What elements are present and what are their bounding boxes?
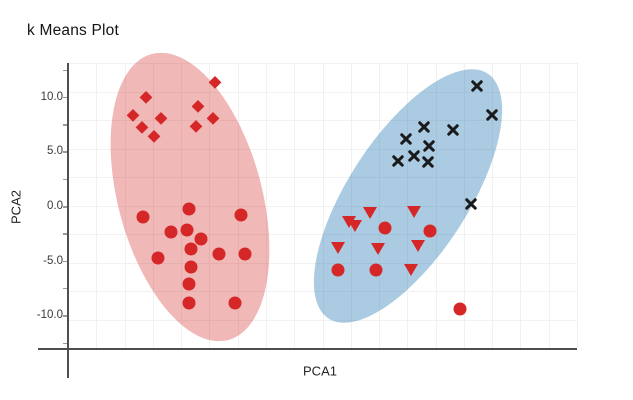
cluster-2-triangles-point <box>330 241 345 254</box>
gridline-vertical <box>96 63 98 348</box>
gridline-vertical <box>152 63 154 348</box>
gridline-vertical <box>322 63 324 348</box>
y-axis-tick <box>63 151 67 153</box>
gridline-vertical <box>181 63 183 348</box>
y-axis-tick <box>63 315 67 317</box>
cluster-1-circles-point <box>182 277 196 291</box>
cluster-1-circles-point <box>184 260 198 274</box>
gridline-vertical <box>350 63 352 348</box>
y-axis-minor-tick <box>63 233 67 235</box>
cluster-1-circles-point <box>180 223 194 237</box>
cluster-2-triangles-point <box>362 206 377 219</box>
y-axis-minor-tick <box>63 178 67 181</box>
cluster-1-circles-point <box>228 296 242 310</box>
y-axis-tick <box>63 96 67 99</box>
gridline-vertical <box>237 63 239 348</box>
cluster-2-crosses-point <box>416 120 431 135</box>
cluster-1-circles-point <box>212 247 226 261</box>
y-axis-line <box>67 63 69 378</box>
gridline-vertical <box>379 63 381 348</box>
gridline-vertical <box>548 63 550 348</box>
cluster-2-crosses-point <box>470 78 485 93</box>
cluster-1-circles-point <box>234 208 248 222</box>
plot-area <box>68 35 578 359</box>
cluster-1-circles-point <box>184 242 198 256</box>
y-tick-label: -5.0 <box>43 254 63 267</box>
cluster-1-circles-point <box>182 296 196 310</box>
cluster-2-circles-point <box>453 302 467 316</box>
cluster-2-crosses-point <box>445 122 460 137</box>
y-axis-minor-tick <box>63 342 67 345</box>
cluster-2-circles-point <box>331 263 345 277</box>
cluster-2-crosses-point <box>484 108 499 123</box>
x-axis-line <box>38 348 577 350</box>
cluster-2-crosses-point <box>420 155 435 170</box>
cluster-2-crosses-point <box>407 148 422 163</box>
gridline-vertical <box>209 63 211 348</box>
y-tick-label: -10.0 <box>36 309 63 322</box>
cluster-2-crosses-point <box>398 132 413 147</box>
cluster-1-circles-point <box>164 225 178 239</box>
cluster-2-triangles-point <box>407 205 422 218</box>
gridline-vertical <box>124 63 126 348</box>
y-tick-label: 0.0 <box>47 200 63 213</box>
cluster-2-triangles-point <box>404 264 419 277</box>
gridline-vertical <box>435 63 437 348</box>
cluster-1-circles-point <box>238 247 252 261</box>
gridline-vertical <box>265 63 267 348</box>
gridline-vertical <box>294 63 296 348</box>
gridline-vertical <box>520 63 522 348</box>
cluster-1-circles-point <box>194 232 208 246</box>
cluster-2-circles-point <box>369 263 383 277</box>
y-axis-minor-tick <box>63 69 67 72</box>
cluster-2-crosses-point <box>390 154 405 169</box>
cluster-1-circles-point <box>151 251 165 265</box>
y-axis-tick <box>63 206 67 208</box>
cluster-2-triangles-point <box>348 219 363 232</box>
gridline-vertical <box>577 63 578 348</box>
cluster-2-triangles-point <box>411 240 426 253</box>
x-axis-label: PCA1 <box>303 363 337 379</box>
chart-title: k Means Plot <box>27 22 119 39</box>
cluster-2-triangles-point <box>370 242 385 255</box>
cluster-1-circles-point <box>182 202 196 216</box>
cluster-2-crosses-point <box>421 138 436 153</box>
gridline-vertical <box>492 63 494 348</box>
cluster-2-circles-point <box>423 224 437 238</box>
y-axis-label: PCA2 <box>8 190 24 224</box>
cluster-2-circles-point <box>378 221 392 235</box>
y-axis-tick <box>63 260 67 263</box>
y-tick-label: 5.0 <box>47 145 63 158</box>
y-axis-minor-tick <box>63 124 67 126</box>
y-axis-minor-tick <box>63 287 67 290</box>
cluster-1-circles-point <box>136 210 150 224</box>
cluster-2-crosses-point <box>464 196 479 211</box>
y-tick-label: 10.0 <box>40 90 63 103</box>
